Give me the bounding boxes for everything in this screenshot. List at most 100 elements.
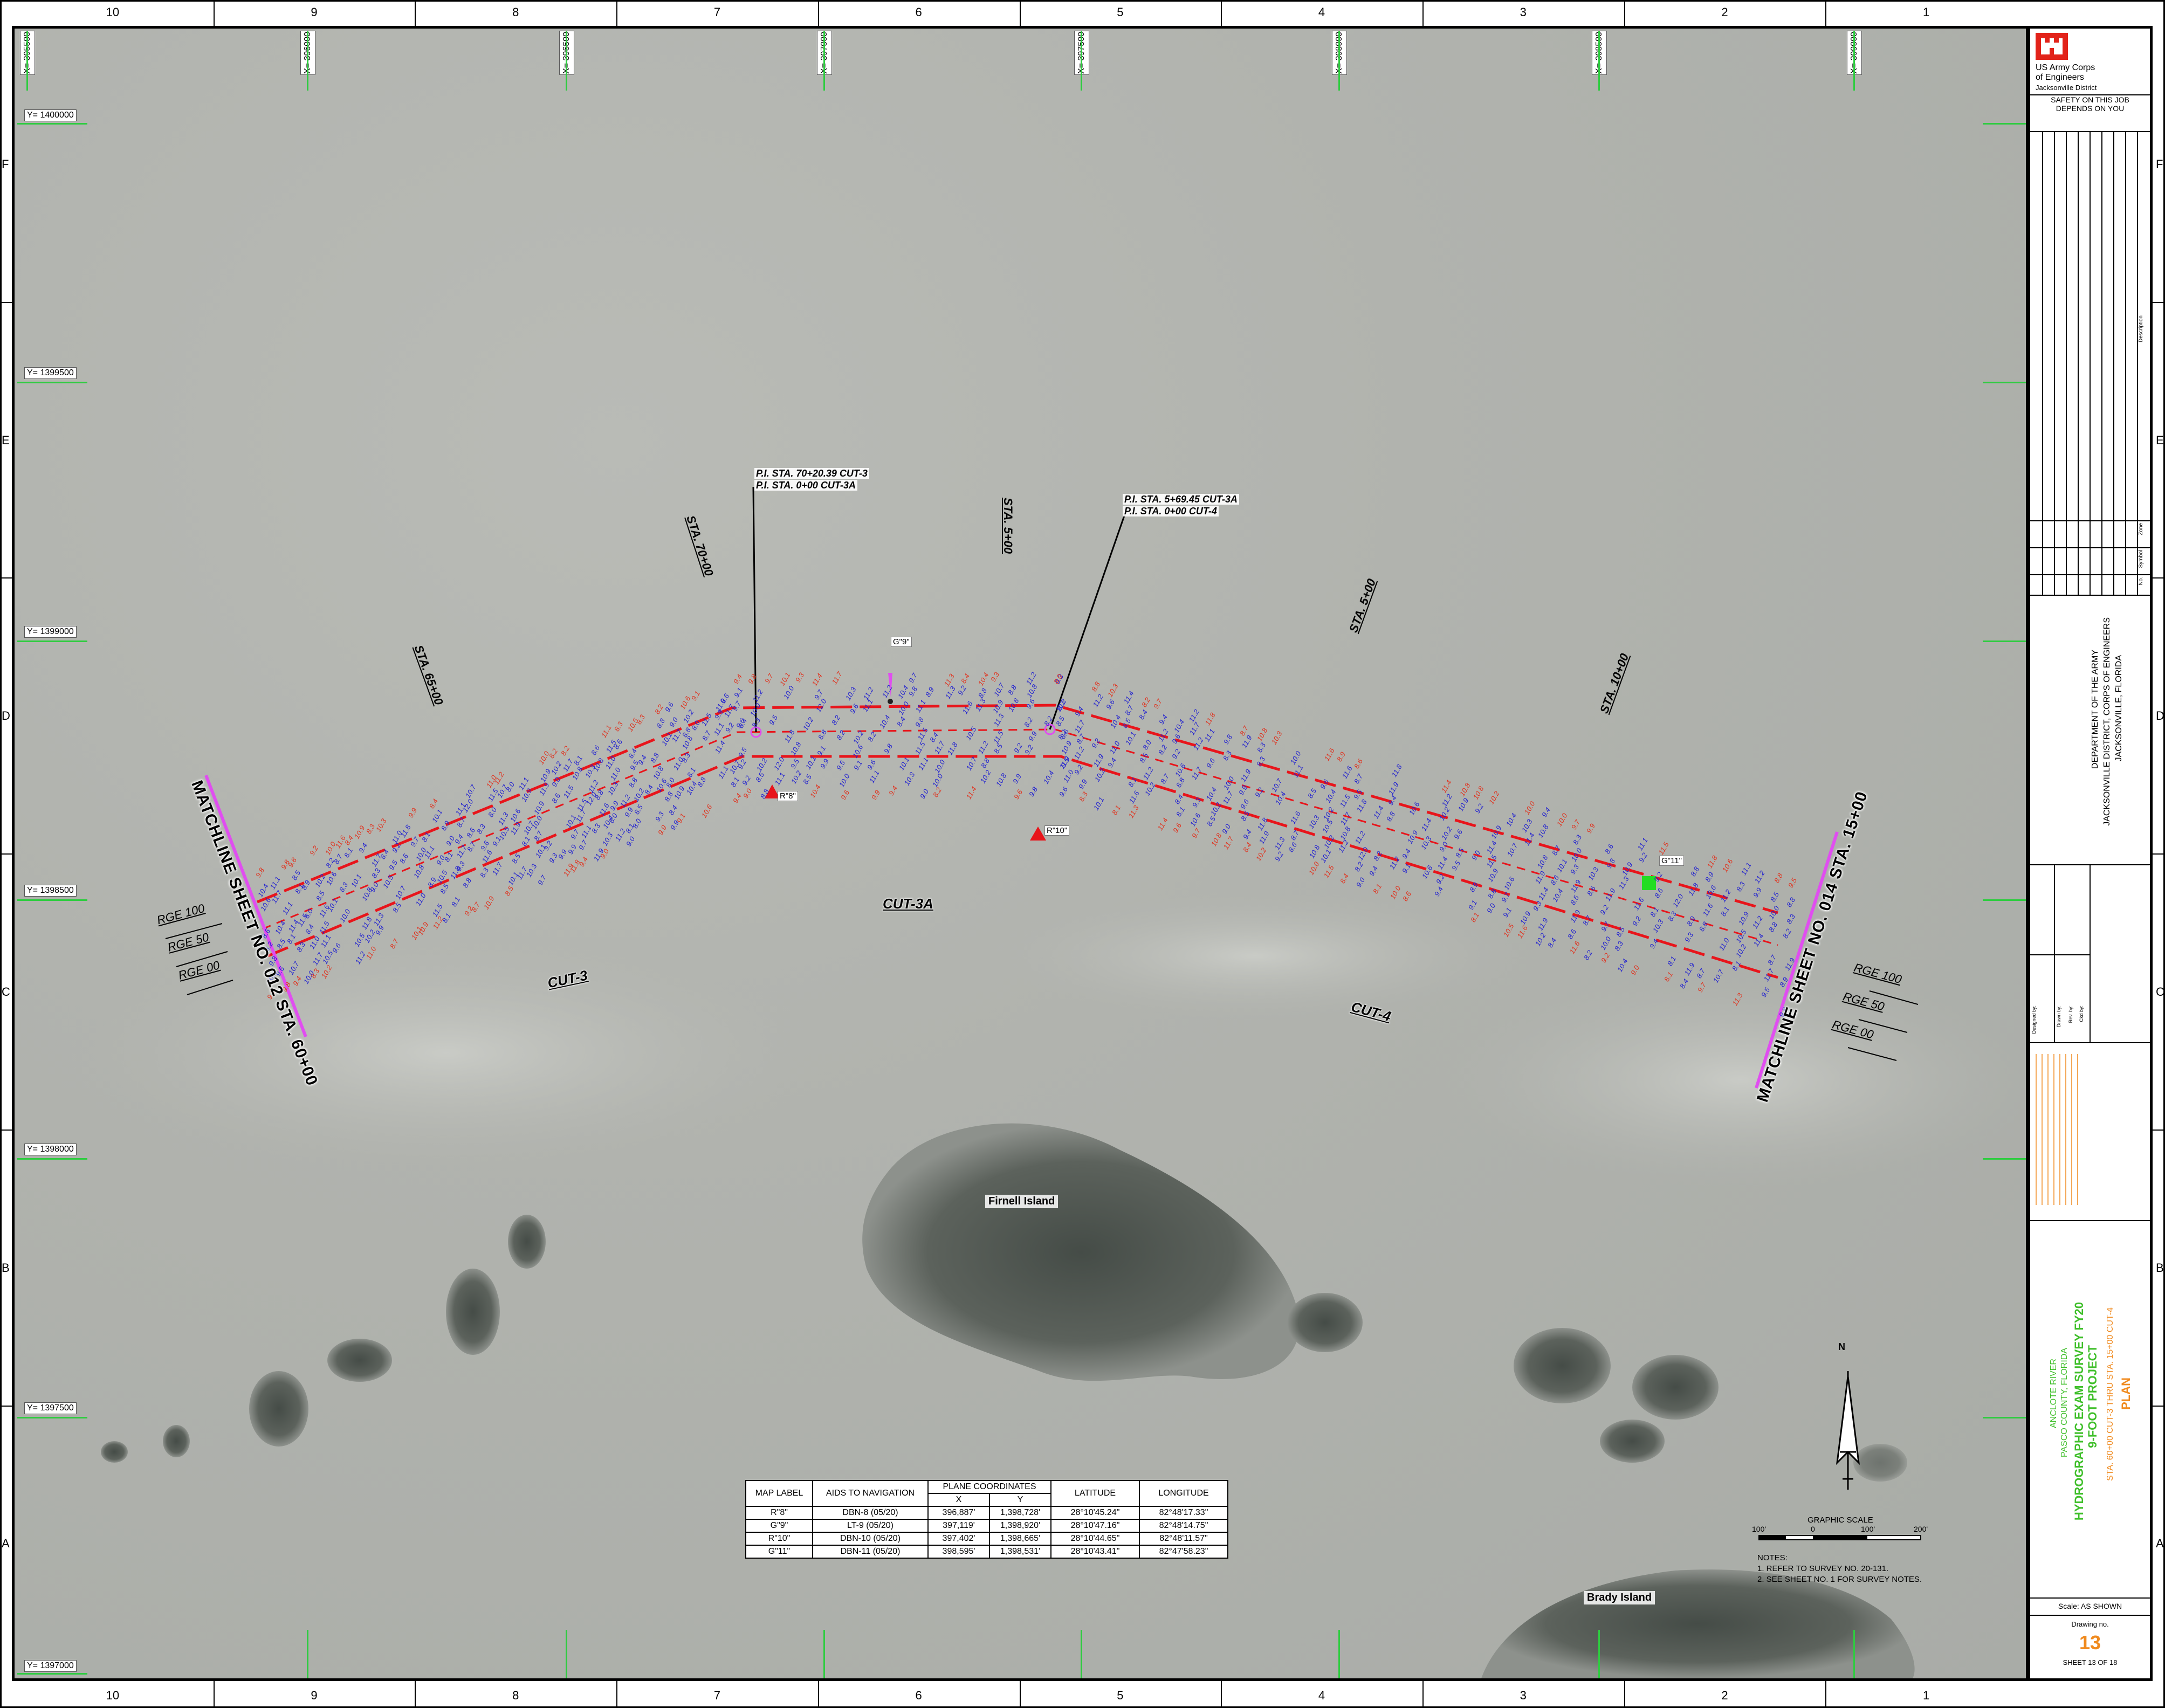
zone-letter: D bbox=[2156, 709, 2164, 723]
designed-by-label: Designed by: bbox=[2031, 1005, 2037, 1034]
table-cell-x: 397,402' bbox=[927, 1532, 990, 1546]
table-row: R"8" DBN-8 (05/20) 396,887' 1,398,728' 28°10… bbox=[745, 1506, 1228, 1520]
grid-tick bbox=[1081, 31, 1082, 91]
zone-divider bbox=[1825, 1681, 1827, 1708]
scale-tick-label: 100' bbox=[1752, 1525, 1767, 1533]
table-header-plane: PLANE COORDINATES bbox=[927, 1480, 1051, 1494]
range-leader bbox=[165, 923, 223, 939]
zone-letter: C bbox=[2, 984, 10, 998]
shoal-area bbox=[68, 934, 823, 1172]
grid-tick bbox=[1983, 123, 2026, 125]
zone-number: 10 bbox=[106, 5, 120, 19]
zone-number: 3 bbox=[1520, 5, 1527, 19]
grid-tick bbox=[1338, 1630, 1340, 1678]
zone-letter: F bbox=[2156, 157, 2163, 171]
zone-divider bbox=[2153, 301, 2164, 303]
grid-tick bbox=[1983, 382, 2026, 383]
grid-tick bbox=[1338, 31, 1340, 91]
islet-shape bbox=[1514, 1328, 1611, 1403]
table-cell-label: G"11" bbox=[745, 1545, 813, 1559]
rev-zone-header: Zone bbox=[2138, 523, 2144, 535]
nav-aid-r8-label: R"8" bbox=[778, 791, 798, 801]
zone-divider bbox=[0, 1405, 12, 1407]
table-cell-label: R"10" bbox=[745, 1532, 813, 1546]
usace-castle-icon bbox=[2036, 33, 2068, 60]
project-station-range: STA. 60+00 CUT-3 THRU STA. 15+00 CUT-4 bbox=[2106, 1307, 2115, 1481]
nav-aid-g11-label: G"11" bbox=[1659, 856, 1684, 866]
zone-number: 7 bbox=[713, 5, 721, 19]
project-9ft: 9-FOOT PROJECT bbox=[2086, 1345, 2099, 1448]
checked-by-label: Ckd by: bbox=[2079, 1005, 2084, 1022]
nav-aid-r10-label: R"10" bbox=[1044, 825, 1070, 836]
zone-letter: B bbox=[2, 1261, 10, 1275]
scale-tick-label: 200' bbox=[1914, 1525, 1928, 1533]
zone-divider bbox=[1019, 0, 1021, 26]
islet-shape bbox=[446, 1269, 500, 1355]
department-line1: DEPARTMENT OF THE ARMY bbox=[2091, 650, 2100, 769]
zone-divider bbox=[2153, 853, 2164, 855]
channel-lines bbox=[257, 704, 1778, 979]
grid-tick bbox=[1983, 640, 2026, 642]
zone-number: 2 bbox=[1721, 1689, 1728, 1702]
nav-aid-g9-marker[interactable] bbox=[888, 673, 892, 697]
zone-letter: D bbox=[2, 709, 10, 723]
nav-aid-g11-square[interactable] bbox=[1642, 876, 1656, 890]
table-cell-y: 1,398,728' bbox=[989, 1506, 1051, 1520]
zone-number: 7 bbox=[713, 1689, 721, 1702]
zone-divider bbox=[1624, 1681, 1625, 1708]
zone-divider bbox=[616, 1681, 618, 1708]
department-line3: JACKSONVILLE, FLORIDA bbox=[2114, 655, 2123, 762]
grid-tick bbox=[566, 31, 567, 91]
scale-box: Scale: AS SHOWN bbox=[2030, 1597, 2150, 1615]
zone-number: 8 bbox=[512, 5, 519, 19]
table-row: G"11" DBN-11 (05/20) 398,595' 1,398,531' 28°… bbox=[745, 1545, 1228, 1559]
table-cell-lat: 28°10'47.16" bbox=[1050, 1519, 1140, 1533]
pi2-point bbox=[1044, 724, 1056, 735]
zone-number: 2 bbox=[1721, 5, 1728, 19]
zone-number: 8 bbox=[512, 1689, 519, 1702]
firnell-island-label: Firnell Island bbox=[985, 1195, 1059, 1208]
zone-letter: E bbox=[2156, 433, 2164, 447]
rev-symbol-header: Symbol bbox=[2138, 550, 2144, 568]
nav-aid-g9-label: G"9" bbox=[891, 637, 912, 647]
aerial-map[interactable]: X= 395500 X= 396000 X= 396500 X= 397000 … bbox=[12, 26, 2029, 1681]
zone-number: 9 bbox=[311, 5, 318, 19]
nav-aid-r10-triangle[interactable] bbox=[1030, 827, 1046, 841]
table-cell-lat: 28°10'44.65" bbox=[1050, 1532, 1140, 1546]
sheet-number: SHEET 13 OF 18 bbox=[2063, 1658, 2118, 1666]
note-line: 2. SEE SHEET NO. 1 FOR SURVEY NOTES. bbox=[1757, 1575, 1922, 1584]
safety-line1: SAFETY ON THIS JOB bbox=[2051, 95, 2129, 104]
zone-divider bbox=[415, 0, 416, 26]
grid-tick bbox=[1983, 899, 2026, 901]
zone-divider bbox=[1825, 0, 1827, 26]
grid-y-label: Y= 1398500 bbox=[24, 885, 77, 897]
islet-shape bbox=[249, 1371, 308, 1447]
table-cell-lon: 82°48'17.33" bbox=[1139, 1506, 1228, 1520]
grid-tick bbox=[1983, 1158, 2026, 1160]
drawn-by-label: Drawn by: bbox=[2056, 1005, 2061, 1028]
zone-divider bbox=[0, 577, 12, 579]
shoal-area bbox=[985, 891, 1524, 1021]
zone-divider bbox=[616, 0, 618, 26]
zone-divider bbox=[1221, 1681, 1222, 1708]
zone-letter: F bbox=[2, 157, 9, 171]
grid-tick bbox=[1081, 1630, 1082, 1678]
table-cell-lat: 28°10'45.24" bbox=[1050, 1506, 1140, 1520]
table-cell-lon: 82°47'58.23" bbox=[1139, 1545, 1228, 1559]
nav-aid-r8-triangle[interactable] bbox=[765, 784, 780, 798]
grid-tick bbox=[823, 31, 825, 91]
grid-tick bbox=[17, 1417, 87, 1418]
pi1-leader bbox=[752, 486, 757, 733]
shoal-area bbox=[1444, 972, 2026, 1188]
grid-tick bbox=[823, 1630, 825, 1678]
zone-letter: E bbox=[2, 433, 10, 447]
title-block: US Army Corps of Engineers Jacksonville … bbox=[2029, 26, 2153, 1681]
agency-district: Jacksonville District bbox=[2036, 84, 2097, 92]
grid-y-label: Y= 1399000 bbox=[24, 626, 77, 638]
table-header-latitude: LATITUDE bbox=[1050, 1480, 1140, 1507]
table-cell-lat: 28°10'43.41" bbox=[1050, 1545, 1140, 1559]
zone-number: 4 bbox=[1318, 5, 1325, 19]
channel-rge-50 bbox=[262, 728, 1778, 946]
notes-title: NOTES: bbox=[1757, 1553, 1788, 1562]
range-leader bbox=[1869, 990, 1919, 1005]
